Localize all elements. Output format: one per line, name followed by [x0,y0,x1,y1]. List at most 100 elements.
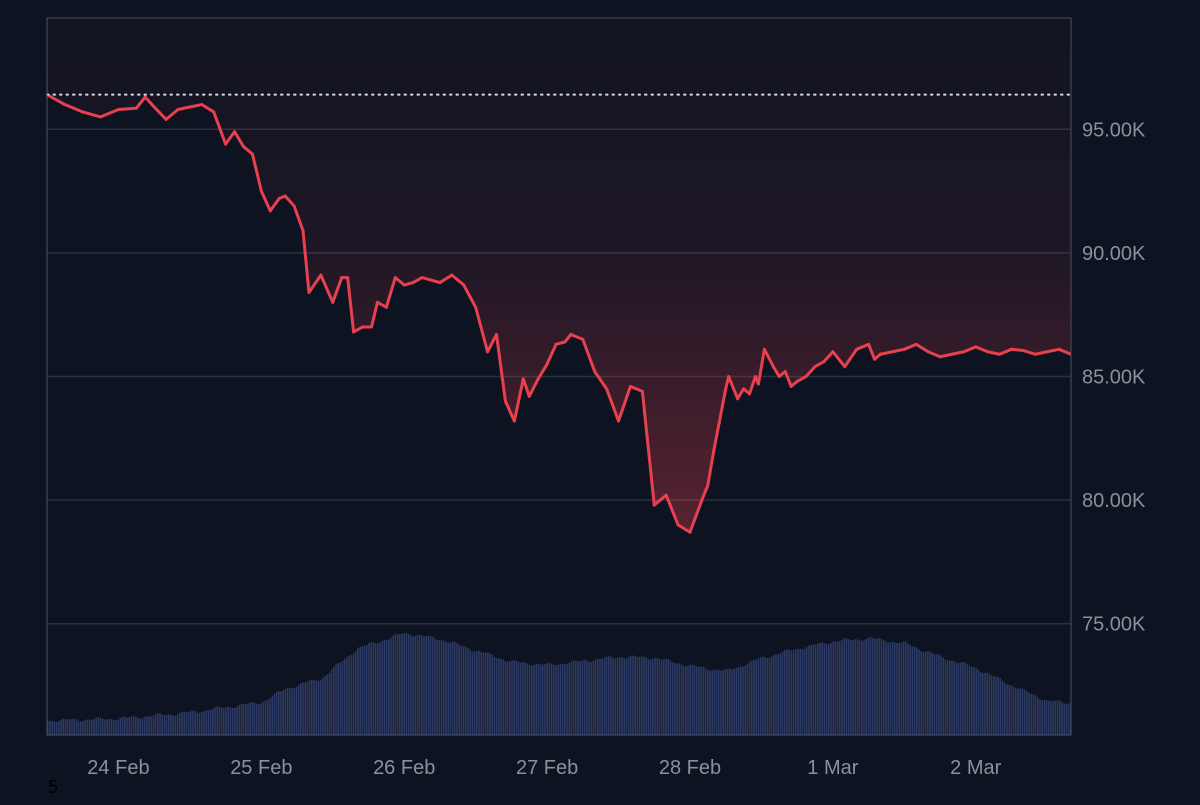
volume-bar [898,643,900,735]
volume-bar [469,650,471,735]
volume-bar [434,638,436,735]
volume-bar [410,635,412,735]
volume-bar [880,638,883,735]
volume-bar [876,638,878,735]
volume-bar [511,660,513,735]
volume-bar [412,636,414,735]
price-line-segment [748,375,757,396]
volume-bar [799,648,801,735]
volume-bar [64,718,67,735]
volume-bar [152,715,155,735]
volume-bar [330,670,333,735]
volume-bar [493,656,496,735]
price-line-segment [1045,347,1061,354]
volume-bar [159,713,161,735]
volume-bar [359,646,361,735]
volume-bar [828,644,830,735]
price-line-segment [843,347,859,369]
volume-bar [810,644,812,735]
volume-bar [253,702,256,735]
volume-bar [418,634,421,735]
volume-bar [295,686,298,735]
volume-bar [709,670,711,735]
volume-bar [689,664,691,735]
volume-bar [271,696,273,735]
volume-bar [388,639,390,735]
volume-bar [396,634,399,735]
volume-bar [194,711,196,735]
volume-bar [77,720,80,735]
volume-bar [216,706,218,735]
volume-bar [993,676,995,735]
price-line-segment [346,276,356,334]
volume-bar [638,656,641,735]
volume-bar [1045,699,1048,735]
volume-bar [614,658,617,735]
volume-bar [995,676,997,735]
volume-bar [69,719,71,735]
volume-bar [377,643,379,735]
volume-bar [187,711,190,735]
volume-bar [953,661,955,735]
price-line-segment [831,350,847,369]
volume-bar [700,666,702,735]
volume-bar [603,657,606,735]
volume-bar [641,656,643,735]
volume-bar [858,639,861,735]
price-line-segment [727,375,740,401]
volume-bar [680,664,683,735]
volume-bar [326,674,328,735]
volume-bar [51,720,53,735]
price-line-segment [855,342,871,351]
price-line-segment [1057,347,1071,356]
volume-bar [71,719,73,735]
volume-bar [570,661,573,735]
price-line-segment [628,384,644,393]
volume-bar [421,635,423,735]
price-line-segment [233,130,245,149]
volume-bar [154,713,157,735]
volume-bar [449,642,452,735]
volume-bar [423,636,425,735]
volume-bar [781,651,784,735]
price-line-segment [581,337,597,374]
volume-bar [201,712,203,735]
volume-bar [1032,694,1035,735]
volume-bar [775,654,777,735]
volume-bar [520,662,522,735]
price-line-segment [331,276,344,304]
price-line-segment [688,498,704,534]
price-line-segment [212,110,228,146]
volume-bar [1010,685,1013,735]
volume-bar [784,650,786,735]
price-line-segment [617,384,632,423]
volume-bar [484,652,487,735]
volume-bar [60,719,62,735]
volume-bar [883,640,885,735]
volume-bar [647,659,650,735]
volume-bar [394,634,397,735]
volume-bar [286,688,289,735]
volume-bar [773,655,775,735]
volume-bar [456,643,458,735]
volume-bar [790,650,793,735]
volume-bar [93,719,95,735]
volume-bar [1017,688,1019,735]
volume-bar [559,663,562,735]
price-line-segment [200,103,216,114]
volume-bar [355,651,357,735]
price-line-segment [822,350,835,364]
volume-bar [997,676,999,735]
volume-bar [869,637,872,735]
volume-bar [729,668,731,735]
volume-bar [812,644,815,735]
volume-bar [58,721,60,735]
volume-bar [1030,693,1032,735]
price-line-segment [259,189,272,213]
volume-bar [1001,680,1004,735]
price-line-segment [676,523,692,534]
volume-bar [1004,683,1006,735]
volume-bar [280,691,282,735]
